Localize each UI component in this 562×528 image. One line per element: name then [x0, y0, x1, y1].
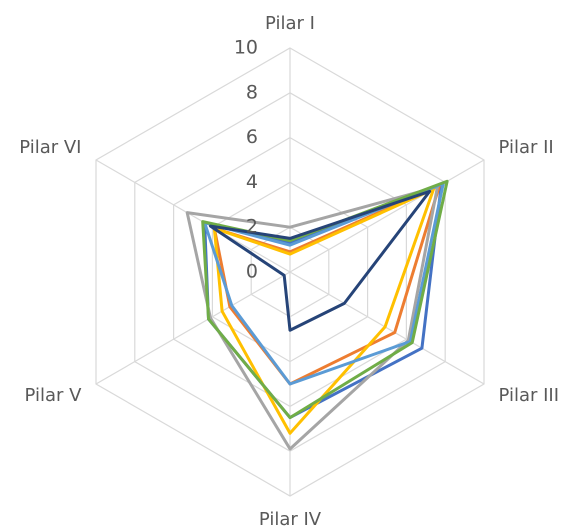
axis-label: Pilar III	[499, 385, 560, 406]
axis-label: Pilar IV	[259, 509, 322, 528]
spoke	[95, 159, 291, 273]
r-tick-label: 2	[246, 216, 258, 238]
axis-label: Pilar I	[265, 13, 315, 34]
spoke	[289, 159, 485, 273]
spoke	[289, 271, 485, 385]
r-tick-label: 0	[246, 261, 258, 283]
axis-label: Pilar V	[25, 385, 83, 406]
r-tick-label: 8	[246, 81, 258, 103]
series-line	[201, 179, 449, 420]
series-line	[208, 189, 432, 332]
r-tick-label: 4	[246, 171, 258, 193]
spoke	[95, 271, 291, 385]
series-line	[203, 182, 445, 386]
r-tick-label: 10	[234, 37, 258, 59]
r-tick-label: 6	[246, 126, 258, 148]
axis-label: Pilar II	[499, 137, 554, 158]
axis-label: Pilar VI	[19, 137, 81, 158]
